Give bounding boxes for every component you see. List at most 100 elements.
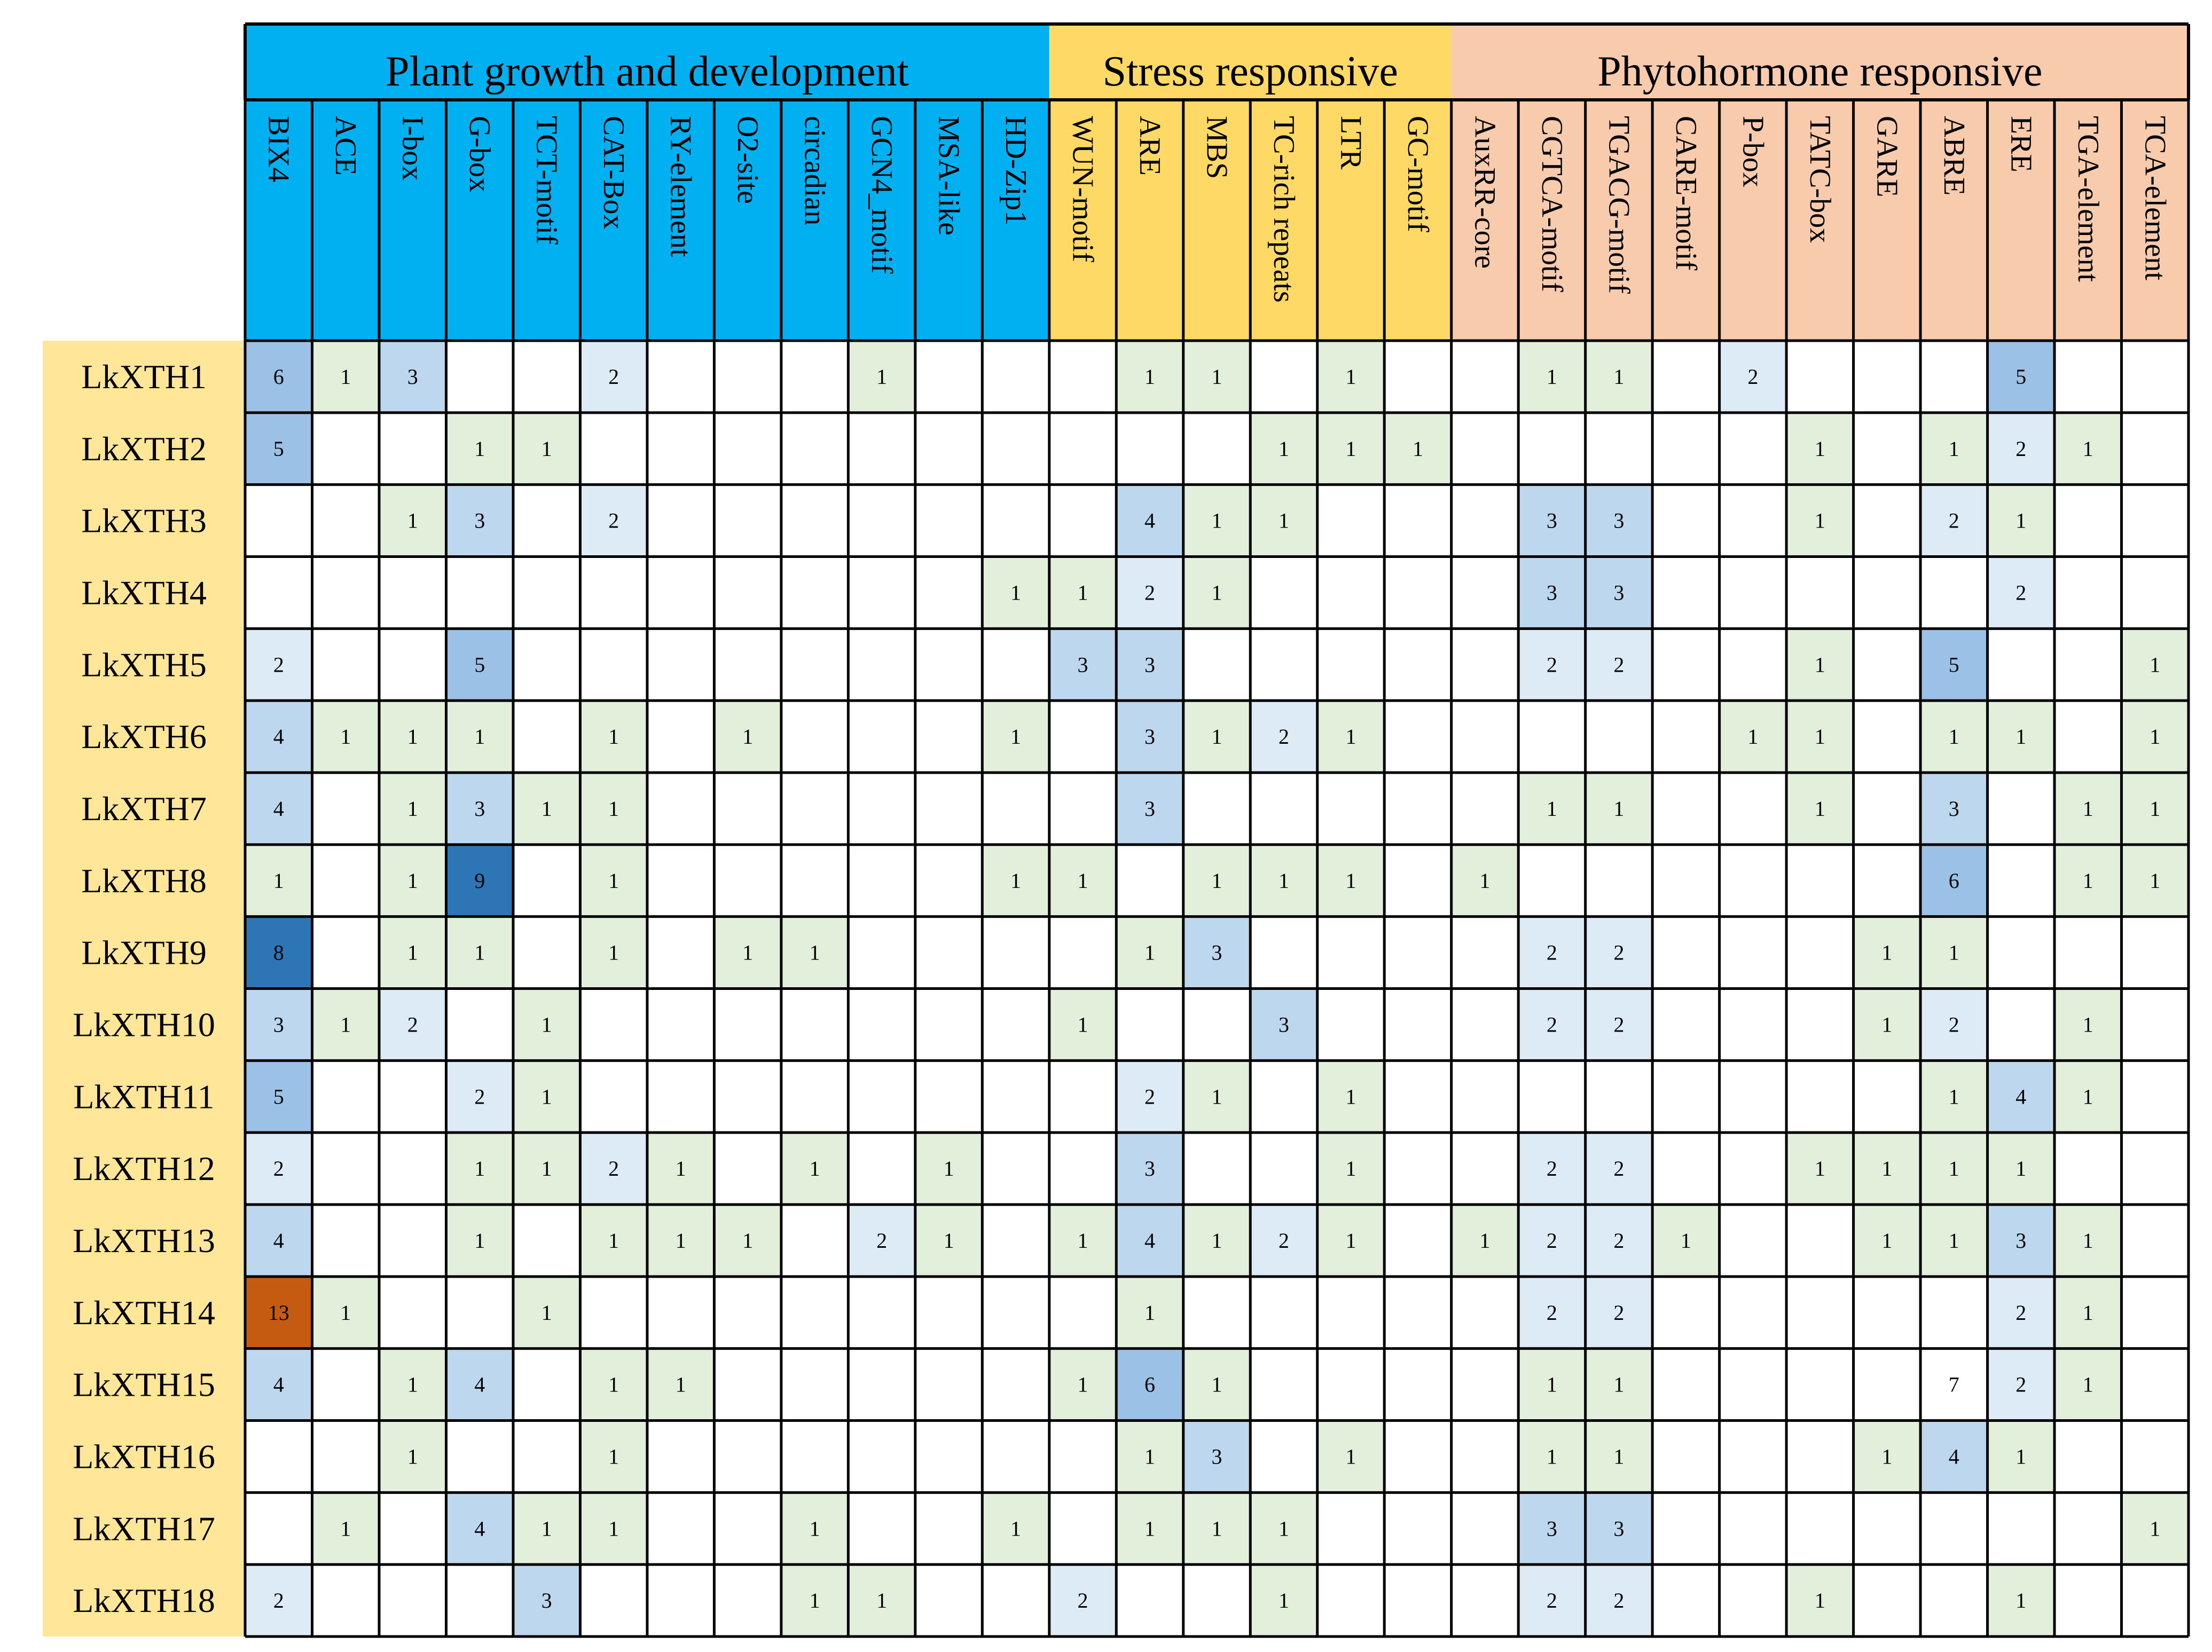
cell-r18-c23 (1719, 1564, 1787, 1637)
cell-r17-c24 (1786, 1492, 1854, 1565)
cell-value: 4 (273, 1373, 284, 1397)
cell-r9-c22 (1652, 916, 1720, 989)
cell-r12-c1 (245, 1132, 312, 1205)
cell-r9-c14 (1116, 916, 1183, 989)
cell-r4-c6 (580, 556, 647, 629)
cell-r15-c18 (1384, 1348, 1452, 1421)
row-label-16: LkXTH16 (73, 1437, 215, 1475)
cell-value: 1 (273, 869, 284, 893)
cell-r12-c19 (1451, 1132, 1519, 1205)
cell-r3-c19 (1451, 484, 1519, 557)
cell-r3-c25 (1853, 484, 1921, 557)
cell-value: 2 (1613, 1012, 1624, 1036)
cell-r16-c20 (1518, 1420, 1586, 1493)
column-label-15: MBS (1201, 116, 1234, 179)
cell-value: 6 (273, 365, 284, 389)
cell-r7-c20 (1518, 773, 1586, 845)
cell-r3-c21 (1585, 484, 1653, 557)
cell-r1-c15 (1183, 341, 1251, 413)
cell-value: 1 (1212, 1373, 1222, 1397)
row-label-17: LkXTH17 (73, 1509, 215, 1547)
column-label-11: MSA-like (932, 116, 966, 235)
cell-r11-c27 (1987, 1060, 2055, 1133)
cell-value: 1 (2150, 725, 2160, 749)
cell-r14-c11 (915, 1276, 983, 1349)
cell-r13-c12 (982, 1205, 1049, 1277)
cell-value: 1 (1278, 437, 1289, 461)
row-label-4: LkXTH4 (81, 573, 207, 611)
cell-value: 1 (1949, 1157, 1959, 1181)
cell-r16-c14 (1116, 1420, 1183, 1493)
cell-value: 2 (1547, 1301, 1557, 1325)
cell-value: 2 (1949, 1012, 1959, 1036)
cell-value: 1 (1278, 1588, 1289, 1612)
cell-value: 1 (1345, 365, 1356, 389)
cell-value: 1 (1144, 1516, 1155, 1540)
cell-r8-c13 (1049, 844, 1117, 917)
cell-r18-c21 (1585, 1564, 1653, 1637)
cell-r17-c23 (1719, 1492, 1787, 1565)
cell-r9-c24 (1786, 916, 1854, 989)
cell-r2-c1 (245, 412, 312, 485)
cell-r8-c27 (1987, 844, 2055, 917)
cell-r17-c22 (1652, 1492, 1720, 1565)
cell-value: 2 (407, 1012, 418, 1036)
cell-r12-c29 (2121, 1132, 2189, 1205)
cell-r17-c9 (781, 1492, 849, 1565)
cell-r10-c13 (1049, 988, 1117, 1061)
cell-r9-c6 (580, 916, 647, 989)
cell-r12-c17 (1317, 1132, 1385, 1205)
cell-value: 1 (1010, 1516, 1021, 1540)
column-label-27: ERE (2004, 116, 2037, 172)
cell-value: 1 (1613, 1373, 1624, 1397)
cell-r2-c20 (1518, 412, 1586, 485)
cell-r13-c27 (1987, 1205, 2055, 1277)
cell-value: 3 (1547, 509, 1557, 533)
cell-value: 1 (542, 1012, 552, 1036)
cell-r17-c3 (379, 1492, 446, 1565)
cell-r10-c11 (915, 988, 983, 1061)
cell-value: 2 (2015, 580, 2026, 604)
cell-value: 2 (1278, 725, 1289, 749)
cell-r15-c10 (848, 1348, 915, 1421)
cell-value: 1 (2083, 1229, 2093, 1253)
row-label-9: LkXTH9 (81, 934, 207, 972)
cell-value: 1 (608, 1444, 619, 1468)
cell-r2-c12 (982, 412, 1049, 485)
cell-r13-c19 (1451, 1205, 1519, 1277)
cell-value: 1 (1547, 1373, 1557, 1397)
cell-r14-c29 (2121, 1276, 2189, 1349)
cell-r9-c4 (446, 916, 513, 989)
cell-value: 1 (1345, 437, 1356, 461)
cell-value: 8 (273, 941, 284, 965)
cell-r13-c10 (848, 1205, 915, 1277)
cell-r11-c18 (1384, 1060, 1452, 1133)
cell-r16-c26 (1920, 1420, 1988, 1493)
cell-r3-c15 (1183, 484, 1251, 557)
cell-r4-c13 (1049, 556, 1117, 629)
cell-value: 3 (1144, 725, 1155, 749)
cell-r9-c2 (312, 916, 379, 989)
cell-value: 1 (1479, 1229, 1490, 1253)
cell-value: 2 (1613, 941, 1624, 965)
cell-r8-c23 (1719, 844, 1787, 917)
cell-r17-c18 (1384, 1492, 1452, 1565)
cell-value: 1 (2015, 1444, 2026, 1468)
cell-r13-c28 (2054, 1205, 2122, 1277)
cell-r14-c19 (1451, 1276, 1519, 1349)
cell-value: 3 (1078, 652, 1088, 676)
cell-r9-c11 (915, 916, 983, 989)
cell-r16-c12 (982, 1420, 1049, 1493)
cell-r4-c19 (1451, 556, 1519, 629)
group-band-2 (1451, 24, 2189, 341)
cell-value: 2 (1144, 1084, 1155, 1108)
cell-r1-c4 (446, 341, 513, 413)
cell-r14-c13 (1049, 1276, 1117, 1349)
cell-r6-c9 (781, 701, 849, 773)
cell-r5-c22 (1652, 628, 1720, 701)
cell-r3-c2 (312, 484, 379, 557)
cell-r7-c1 (245, 773, 312, 845)
cell-r16-c3 (379, 1420, 446, 1493)
cell-r13-c13 (1049, 1205, 1117, 1277)
